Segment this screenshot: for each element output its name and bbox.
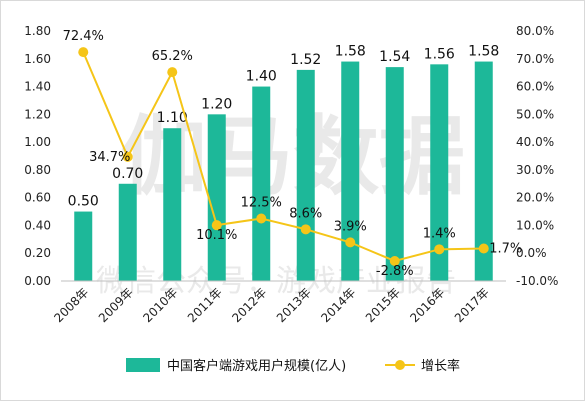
right-axis-tick-label: 30.0%: [516, 163, 554, 177]
left-axis: 0.00 0.20 0.40 0.60 0.80 1.00 1.20 1.40 1.60 1.80: [24, 24, 51, 288]
legend: 中国客户端游戏用户规模(亿人) 增长率: [126, 358, 460, 374]
bar-value-label: 1.10: [157, 110, 188, 126]
growth-point: [256, 213, 267, 224]
bar: [252, 86, 271, 281]
bar: [74, 211, 93, 281]
bar-value-label: 1.20: [201, 96, 232, 112]
right-axis-tick-label: 10.0%: [516, 218, 554, 232]
bar-value-label: 1.54: [379, 49, 410, 65]
growth-value-label: 12.5%: [241, 196, 282, 211]
growth-value-label: 72.4%: [63, 29, 104, 44]
growth-value-label: 1.7%: [489, 242, 522, 257]
bar: [296, 69, 315, 281]
left-axis-tick-label: 0.20: [24, 246, 51, 260]
growth-point: [434, 244, 445, 255]
bar-value-label: 1.58: [468, 44, 499, 60]
right-axis-tick-label: 0.0%: [516, 246, 547, 260]
bar-value-label: 1.56: [424, 46, 455, 62]
growth-value-label: 65.2%: [152, 49, 193, 64]
right-axis-tick-label: 70.0%: [516, 52, 554, 66]
growth-point: [211, 220, 222, 231]
bar: [341, 61, 360, 281]
left-axis-tick-label: 0.80: [24, 163, 51, 177]
right-axis-tick-label: -10.0%: [516, 274, 558, 288]
bar-value-label: 0.70: [112, 166, 143, 182]
legend-swatch-bar: [126, 358, 160, 372]
left-axis-tick-label: 0.00: [24, 274, 51, 288]
right-axis: -10.0% 0.0% 10.0% 20.0% 30.0% 40.0% 50.0% 60.0%…: [516, 24, 558, 288]
right-axis-tick-label: 60.0%: [516, 80, 554, 94]
bar: [474, 61, 493, 281]
bar: [118, 183, 137, 281]
left-axis-tick-label: 1.20: [24, 107, 51, 121]
legend-label-line: 增长率: [421, 358, 460, 374]
bar-value-label: 1.40: [246, 69, 277, 85]
left-axis-tick-label: 0.60: [24, 191, 51, 205]
growth-value-label: 8.6%: [289, 206, 322, 221]
bar: [385, 67, 404, 281]
growth-point: [478, 243, 489, 254]
growth-point: [122, 151, 133, 162]
growth-line-series: 72.4% 34.7% 65.2% 10.1% 12.5% 8.6% 3.9% -2.8% 1.…: [63, 29, 523, 279]
growth-point: [345, 237, 356, 248]
right-axis-tick-label: 50.0%: [516, 107, 554, 121]
right-axis-tick-label: 20.0%: [516, 191, 554, 205]
bar: [163, 128, 182, 281]
bar: [207, 114, 226, 281]
legend-swatch-marker: [395, 360, 405, 370]
legend-label-bar: 中国客户端游戏用户规模(亿人): [167, 358, 346, 374]
x-axis-tick-label: 2008年: [51, 285, 91, 325]
growth-value-label: 34.7%: [89, 150, 130, 165]
bar-series: 0.50 0.70 1.10 1.20 1.40 1.52 1.58 1.54 1.56 1.58: [68, 44, 499, 281]
growth-value-label: 3.9%: [334, 219, 367, 234]
right-axis-tick-label: 80.0%: [516, 24, 554, 38]
right-axis-tick-label: 40.0%: [516, 135, 554, 149]
bar-value-label: 1.58: [335, 44, 366, 60]
bar-value-label: 1.52: [290, 52, 321, 68]
left-axis-tick-label: 1.80: [24, 24, 51, 38]
growth-point: [389, 256, 400, 266]
x-axis-tick-label: 2017年: [452, 285, 492, 325]
growth-value-label: 1.4%: [423, 226, 456, 241]
growth-line: [82, 51, 484, 263]
growth-value-label: 10.1%: [196, 228, 237, 243]
left-axis-tick-label: 1.40: [24, 80, 51, 94]
bar: [430, 64, 449, 281]
left-axis-tick-label: 1.00: [24, 135, 51, 149]
growth-point: [300, 224, 311, 235]
growth-point: [167, 67, 178, 78]
bar-value-label: 0.50: [68, 194, 99, 210]
growth-value-label: -2.8%: [376, 264, 414, 279]
growth-point: [78, 47, 89, 58]
left-axis-tick-label: 0.40: [24, 218, 51, 232]
left-axis-tick-label: 1.60: [24, 52, 51, 66]
